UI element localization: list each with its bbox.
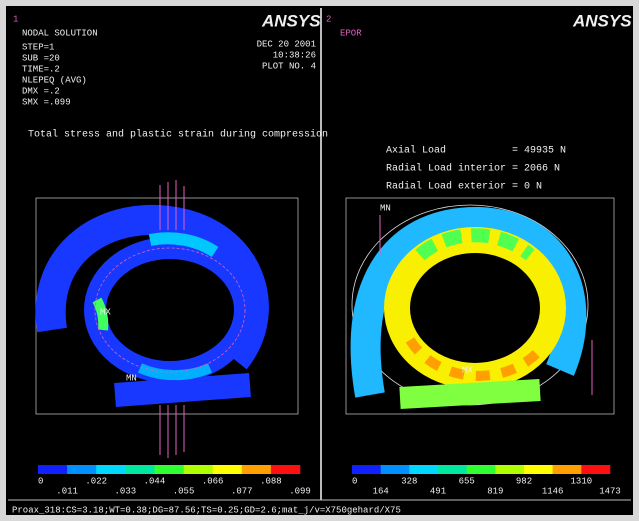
plot-number: PLOT NO. 4 — [262, 61, 316, 71]
color-bar-segment — [96, 465, 125, 474]
legend-label: .022 — [85, 476, 107, 486]
color-bar-segment — [581, 465, 610, 474]
legend-label: 0 — [38, 476, 43, 486]
header-line: SUB =20 — [22, 53, 60, 63]
legend-label: .077 — [231, 486, 253, 496]
color-bar-segment — [553, 465, 582, 474]
load-line: Radial Load exterior = 0 N — [386, 181, 542, 193]
legend-label: 655 — [459, 476, 475, 486]
color-bar-segment — [524, 465, 553, 474]
legend-label: .055 — [173, 486, 195, 496]
color-bar-segment — [184, 465, 213, 474]
load-line: Axial Load = 49935 N — [386, 145, 566, 157]
color-bar-segment — [271, 465, 300, 474]
color-bar-segment — [438, 465, 467, 474]
min-label: MN — [380, 203, 391, 213]
legend-label: .011 — [56, 486, 78, 496]
color-bar-segment — [38, 465, 67, 474]
legend-label: .099 — [289, 486, 311, 496]
legend-label: 1146 — [542, 486, 564, 496]
header-line: NLEPEQ (AVG) — [22, 75, 87, 85]
load-line: Radial Load interior = 2066 N — [386, 163, 560, 175]
legend-label: 1473 — [599, 486, 621, 496]
legend-label: .088 — [260, 476, 282, 486]
legend-label: 819 — [487, 486, 503, 496]
legend-label: 0 — [352, 476, 357, 486]
legend-label: .033 — [115, 486, 137, 496]
footer: Proax_318:CS=3.18;WT=0.38;DG=87.56;TS=0.… — [12, 505, 401, 515]
legend-label: 982 — [516, 476, 532, 486]
result-label: EPOR — [340, 28, 362, 38]
caption: Total stress and plastic strain during c… — [28, 129, 328, 141]
legend-label: 1310 — [571, 476, 593, 486]
color-bar-segment — [409, 465, 438, 474]
max-label: MX — [100, 307, 111, 317]
window-number: 1 — [13, 14, 18, 24]
legend-label: .066 — [202, 476, 224, 486]
header-line: NODAL SOLUTION — [22, 28, 98, 38]
max-label: MX — [462, 365, 473, 375]
color-bar-segment — [352, 465, 381, 474]
legend-label: 491 — [430, 486, 446, 496]
color-bar-segment — [154, 465, 183, 474]
window-number: 2 — [326, 14, 331, 24]
color-bar-segment — [467, 465, 496, 474]
color-bar-segment — [67, 465, 96, 474]
color-bar-segment — [242, 465, 271, 474]
date: DEC 20 2001 — [257, 39, 316, 49]
header-line: SMX =.099 — [22, 97, 71, 107]
time: 10:38:26 — [273, 50, 316, 60]
header-line: STEP=1 — [22, 42, 54, 52]
color-bar-segment — [381, 465, 410, 474]
color-bar-segment — [125, 465, 154, 474]
legend-label: 328 — [401, 476, 417, 486]
screen: 0 .022 .044 .066 .088 .011 .033 .055 .077 .099 0 32… — [0, 0, 639, 521]
logo: ANSYS — [572, 11, 632, 30]
min-label: MN — [126, 373, 137, 383]
color-bar-segment — [213, 465, 242, 474]
header-line: DMX =.2 — [22, 86, 60, 96]
header-line: TIME=.2 — [22, 64, 60, 74]
legend-label: 164 — [373, 486, 389, 496]
legend-label: .044 — [144, 476, 166, 486]
logo: ANSYS — [261, 11, 321, 30]
color-bar-segment — [495, 465, 524, 474]
